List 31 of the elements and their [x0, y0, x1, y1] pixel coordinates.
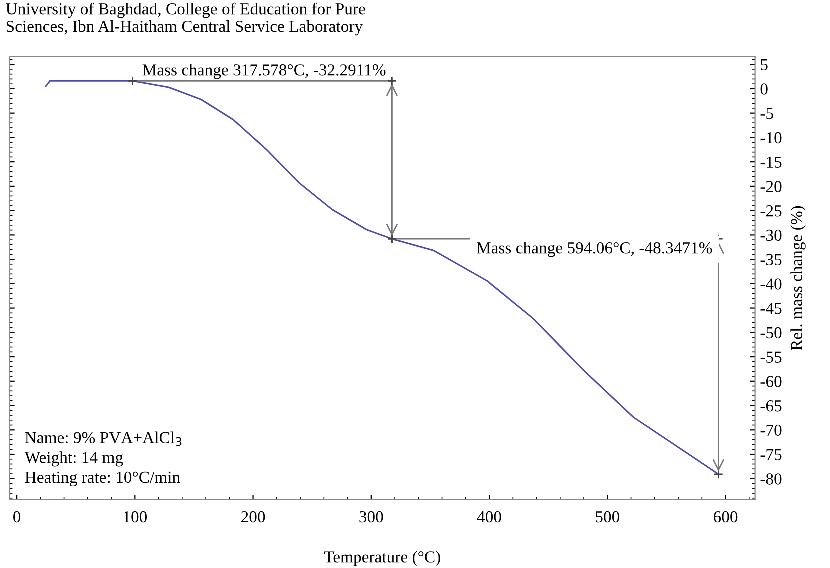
- x-tick-label: 600: [714, 511, 738, 523]
- annotation: Mass change 594.06°C, -48.3471%: [476, 242, 712, 258]
- y-tick-label: -10: [760, 132, 782, 144]
- y-tick-label: -5: [760, 108, 774, 120]
- y-tick-label: -65: [760, 400, 782, 412]
- x-tick-label: 300: [360, 511, 384, 523]
- y-tick-label: -30: [760, 230, 782, 242]
- y-tick-label: -15: [760, 156, 782, 168]
- y-tick-label: -45: [760, 303, 782, 314]
- y-tick-label: -80: [760, 474, 782, 485]
- x-tick-label: 500: [596, 511, 620, 523]
- x-tick-label: 200: [242, 511, 266, 523]
- y-tick-label: -35: [760, 254, 782, 266]
- x-tick-label: 400: [477, 511, 502, 523]
- y-tick-label: -55: [760, 352, 782, 363]
- y-tick-label: -50: [760, 327, 782, 339]
- x-tick-label: 0: [14, 511, 21, 523]
- text: University of Baghdad, College of Education for Pure Sciences, Ibn Al-Haitham Central Service Laboratory: [6, 2, 366, 36]
- y-tick-label: 0: [760, 84, 768, 95]
- y-tick-label: -70: [760, 424, 782, 436]
- y-tick-label: -60: [760, 376, 782, 388]
- text: Name: 9% PVA+AlCl$_{3}$ Weight: 14 mg Heating rate: 10°C/min: [24, 432, 182, 487]
- y-tick-label: -75: [760, 449, 782, 460]
- x-axis-title: Temperature (°C): [324, 551, 440, 566]
- y-tick-label: -25: [760, 206, 782, 217]
- y-axis-title: Rel. mass change (%): [790, 206, 806, 351]
- x-tick-label: 100: [124, 511, 148, 523]
- y-tick-label: 5: [761, 59, 768, 71]
- annotation: Mass change 317.578°C, -32.2911%: [142, 64, 386, 80]
- y-tick-label: -20: [760, 181, 782, 192]
- y-tick-label: -40: [760, 278, 782, 290]
